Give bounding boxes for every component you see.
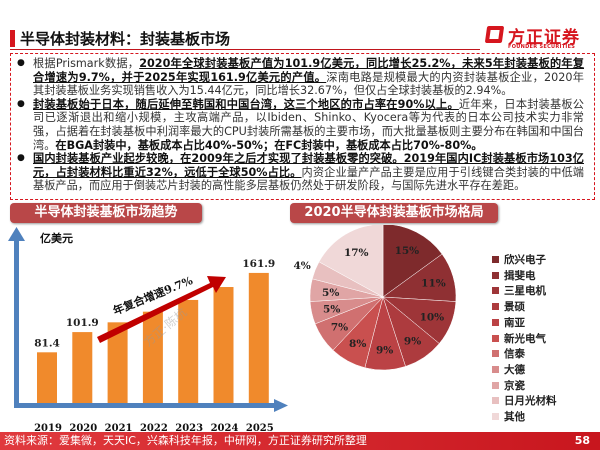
legend-label: 其他 [504,411,525,423]
legend-swatch [492,318,499,326]
legend-item: 新光电气 [492,332,546,347]
legend-label: 欣兴电子 [504,254,546,266]
slice-label: 15% [395,245,420,257]
slice-label: 5% [322,287,339,299]
bullet-text: 近年来，日本封装基板公司已逐渐退出和缩小规模，主攻高端产品，以Ibiden、Sh… [33,97,584,152]
legend-swatch [492,256,499,263]
footer-bar: 资料来源：爱集微，天天IC，兴森科技年报，中研网，方正证券研究所整理 58 [0,432,600,450]
x-axis [14,403,276,408]
legend-label: 景硕 [504,301,525,314]
bar [37,352,57,403]
source-note: 资料来源：爱集微，天天IC，兴森科技年报，中研网，方正证券研究所整理 [4,434,367,447]
legend-label: 新光电气 [504,332,546,345]
legend-label: 信泰 [504,348,525,361]
legend-swatch [492,365,499,373]
pie-slice [318,225,384,298]
x-tick-label: 2024 [211,423,239,432]
logo-text-cn: 方正证券 [508,28,580,48]
bullet-text: 根据Prismark数据， [33,57,140,70]
bar [72,332,93,403]
legend-item: 其他 [492,410,525,425]
slice-label: 5% [323,303,340,315]
bullet-text: 深南电路是规模最大的内资封装基板企业，2020年其封装基板业务实现销售收入为15… [33,70,584,98]
y-axis [14,239,19,405]
legend-swatch [492,334,499,342]
y-axis-arrow-icon [8,227,25,241]
data-label: 101.9 [66,317,99,329]
legend-item: 揖斐电 [492,269,536,284]
legend-item: 信泰 [492,347,525,362]
legend-swatch [492,413,499,420]
page-number: 58 [574,434,590,447]
legend-item: 三星电机 [492,284,546,299]
slice-label: 8% [349,338,366,350]
legend-label: 日月光材料 [504,395,557,408]
legend-label: 大德 [504,363,525,376]
legend-swatch [492,271,499,279]
pie-chart-title: 2020半导体封装基板市场格局 [290,203,498,223]
legend-item: 欣兴电子 [492,253,546,268]
legend-item: 京瓷 [492,379,525,394]
legend-label: 南亚 [504,316,525,329]
bullet-text: 在BGA封装中，基板成本占比40%-50%；在FC封装中，基板成本占比70%-8… [55,138,483,152]
slice-label: 11% [421,277,446,289]
legend-swatch [492,303,499,311]
data-label: 81.4 [34,337,60,349]
bar [178,299,199,403]
legend-item: 南亚 [492,316,525,331]
logo-text-en: FOUNDER SECURITIES [508,44,576,50]
legend-label: 京瓷 [504,379,525,392]
bullet-item: 国内封装基板产业起步较晚，在2009年之后才实现了封装基板零的突破。2019年国… [17,152,584,193]
bar [142,311,163,403]
y-axis-label: 亿美元 [40,231,73,245]
market-trend-bar-chart: 亿美元 2019 81.4 2020 101.9 2021 2022 2023 2024 2025… [8,227,288,432]
x-tick-label: 2022 [140,423,168,432]
slice-label: 10% [420,311,445,323]
title-accent-bar [10,30,15,47]
x-tick-label: 2025 [246,423,274,432]
bullet-item: 封装基板始于日本，随后延伸至韩国和中国台湾，这三个地区的市占率在90%以上。近年… [17,97,584,152]
legend-label: 揖斐电 [504,269,536,282]
bullet-text: 内资企业量产产品主要是应用于引线键合类封装的中低端基板产品，而应用于倒装芯片封装… [33,165,584,193]
slice-label: 9% [404,335,421,347]
legend-item: 大德 [492,363,525,378]
market-share-pie-chart: 15% 11% 10% 9% 9% 8%7% 5% 5% 4% 17% [293,225,457,371]
bar-chart-title: 半导体封装基板市场趋势 [10,203,202,223]
slice-label: 7% [331,322,348,334]
x-tick-label: 2023 [175,423,203,432]
legend-swatch [492,350,499,358]
pie-slice [382,225,443,298]
legend-label: 三星电机 [504,285,546,298]
summary-text-box: 根据Prismark数据，2020年全球封装基板产值为101.9亿美元，同比增长… [10,53,595,200]
bullet-text: 封装基板始于日本，随后延伸至韩国和中国台湾，这三个地区的市占率在90%以上。 [33,97,459,111]
x-tick-label: 2020 [69,423,97,432]
growth-arrow-icon [97,276,226,343]
data-label: 161.9 [242,258,275,270]
slice-label: 4% [293,260,310,272]
x-tick-label: 2019 [34,423,62,432]
legend-item: 景硕 [492,300,525,315]
bullet-text: 2020年全球封装基板产值为101.9亿美元，同比增长25.2%，未来5年封装基… [33,57,585,84]
slice-label: 9% [376,345,393,357]
founder-securities-logo: 方正证券 FOUNDER SECURITIES [484,24,596,54]
bar [248,272,269,403]
logo-mark-icon [484,26,505,43]
legend-item: 日月光材料 [492,394,557,409]
page-title: 半导体封装材料：封装基板市场 [20,30,231,48]
header-divider [10,49,480,50]
bar [213,287,234,403]
bar [107,322,128,403]
bullet-item: 根据Prismark数据，2020年全球封装基板产值为101.9亿美元，同比增长… [17,57,585,98]
slice-label: 17% [344,247,369,259]
x-axis-arrow-icon [274,399,288,412]
x-tick-label: 2021 [105,423,133,432]
bullet-text: 国内封装基板产业起步较晚，在2009年之后才实现了封装基板零的突破。2019年国… [33,152,584,179]
legend-swatch [492,397,499,405]
legend-swatch [492,287,499,295]
legend-swatch [492,381,499,389]
